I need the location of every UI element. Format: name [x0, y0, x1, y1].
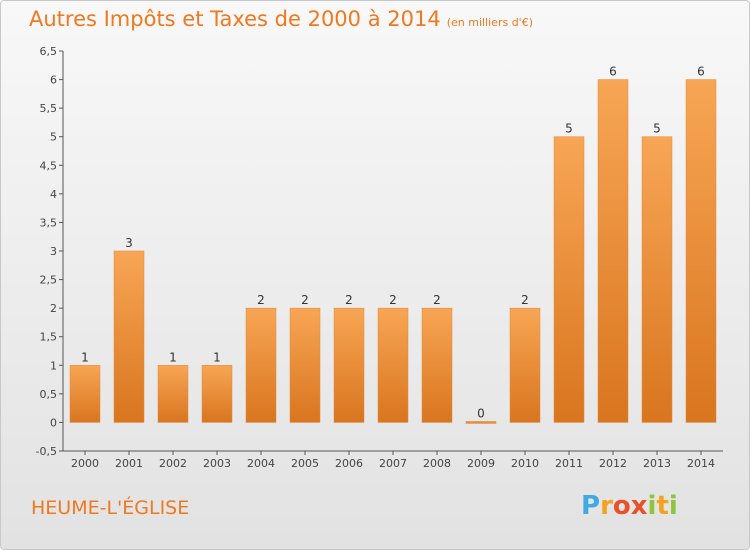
y-tick-label: 2,5	[40, 274, 58, 287]
bar-data-label: 5	[565, 122, 573, 136]
bar	[641, 136, 673, 423]
bar	[333, 307, 365, 423]
bar-data-label: 2	[521, 293, 529, 307]
x-tick-label: 2005	[291, 457, 319, 470]
x-tick-label: 2000	[71, 457, 99, 470]
x-tick-label: 2012	[599, 457, 627, 470]
bar	[245, 307, 277, 423]
y-tick-label: 5,5	[40, 102, 58, 115]
logo-letter: P	[581, 491, 601, 521]
chart-unit: (en milliers d'€)	[446, 16, 533, 29]
x-tick-label: 2006	[335, 457, 363, 470]
bars: 1 3 1 1 2 2 2 2 2 0 2 5 6 5 6	[69, 65, 717, 424]
logo-letter: i	[647, 491, 657, 521]
logo-letter: x	[630, 491, 648, 521]
chart-title-text: Autres Impôts et Taxes de 2000 à 2014	[29, 7, 441, 31]
y-tick-label: 6,5	[40, 45, 58, 58]
bar	[289, 307, 321, 423]
bar	[421, 307, 453, 423]
x-tick-label: 2008	[423, 457, 451, 470]
logo-letter: t	[656, 491, 669, 521]
x-tick-label: 2002	[159, 457, 187, 470]
y-tick-label: 3	[50, 245, 57, 258]
y-tick-label: 0	[50, 416, 57, 429]
y-tick-label: 5	[50, 131, 57, 144]
y-tick-label: 1,5	[40, 331, 58, 344]
bar	[465, 421, 497, 424]
commune-name: HEUME-L'ÉGLISE	[31, 497, 190, 519]
x-tick-label: 2010	[511, 457, 539, 470]
bar	[69, 365, 101, 423]
bar-data-label: 2	[345, 293, 353, 307]
x-tick-label: 2007	[379, 457, 407, 470]
bar-data-label: 6	[609, 65, 617, 79]
bar	[509, 307, 541, 423]
y-tick-label: 0,5	[40, 388, 58, 401]
x-tick-label: 2001	[115, 457, 143, 470]
x-tick-label: 2014	[687, 457, 715, 470]
proxiti-logo: Proxiti	[581, 491, 678, 521]
y-tick-label: -0,5	[36, 445, 57, 458]
bar-data-label: 6	[697, 65, 705, 79]
x-tick-label: 2004	[247, 457, 275, 470]
bar	[377, 307, 409, 423]
bar-data-label: 3	[125, 236, 133, 250]
bar	[157, 365, 189, 423]
bar-data-label: 2	[301, 293, 309, 307]
chart-title: Autres Impôts et Taxes de 2000 à 2014 (en…	[29, 7, 533, 31]
bar	[685, 79, 717, 423]
y-tick-label: 3,5	[40, 216, 58, 229]
y-tick-label: 2	[50, 302, 57, 315]
bar-data-label: 1	[81, 350, 89, 364]
bar-data-label: 2	[433, 293, 441, 307]
x-tick-label: 2009	[467, 457, 495, 470]
bar-data-label: 1	[169, 350, 177, 364]
bar-data-label: 5	[653, 122, 661, 136]
bar-data-label: 2	[389, 293, 397, 307]
bar-data-label: 1	[213, 350, 221, 364]
x-tick-label: 2013	[643, 457, 671, 470]
bar-data-label: 0	[477, 406, 485, 420]
logo-letter: i	[668, 491, 678, 521]
y-tick-label: 6	[50, 74, 57, 87]
y-tick-label: 4	[50, 188, 57, 201]
bar	[201, 365, 233, 423]
x-axis: 2000 2001 2002 2003 2004 2005 2006 2007 2008 2009…	[63, 450, 723, 470]
bar-data-label: 2	[257, 293, 265, 307]
x-tick-label: 2011	[555, 457, 583, 470]
x-tick-label: 2003	[203, 457, 231, 470]
y-axis: -0,5 0 0,5 1 1,5 2 2,5 3 3,5 4 4,5 5 5,5 6 6,5	[36, 45, 64, 458]
bar	[553, 136, 585, 423]
logo-letter: r	[600, 491, 613, 521]
logo-letter: o	[612, 491, 631, 521]
y-tick-label: 1	[50, 359, 57, 372]
bar	[597, 79, 629, 423]
bar	[113, 250, 145, 423]
y-tick-label: 4,5	[40, 159, 58, 172]
